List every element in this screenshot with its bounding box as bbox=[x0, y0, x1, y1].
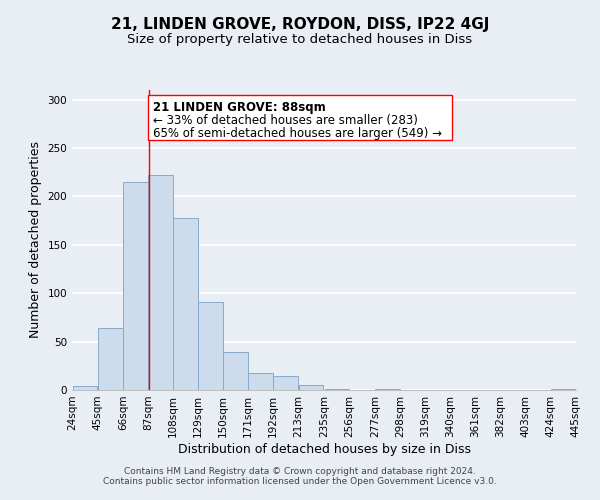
Y-axis label: Number of detached properties: Number of detached properties bbox=[29, 142, 42, 338]
Bar bbox=[274, 376, 298, 390]
FancyBboxPatch shape bbox=[148, 95, 452, 140]
Bar bbox=[375, 389, 400, 390]
Bar bbox=[173, 218, 198, 390]
Text: 21, LINDEN GROVE, ROYDON, DISS, IP22 4GJ: 21, LINDEN GROVE, ROYDON, DISS, IP22 4GJ bbox=[111, 18, 489, 32]
Bar bbox=[148, 175, 173, 390]
X-axis label: Distribution of detached houses by size in Diss: Distribution of detached houses by size … bbox=[178, 442, 470, 456]
Text: 21 LINDEN GROVE: 88sqm: 21 LINDEN GROVE: 88sqm bbox=[152, 100, 325, 114]
Bar bbox=[299, 385, 323, 390]
Bar bbox=[198, 302, 223, 390]
Bar bbox=[98, 328, 122, 390]
Text: 65% of semi-detached houses are larger (549) →: 65% of semi-detached houses are larger (… bbox=[152, 127, 442, 140]
Bar bbox=[551, 389, 575, 390]
Bar bbox=[223, 352, 248, 390]
Bar bbox=[123, 182, 148, 390]
Text: Contains public sector information licensed under the Open Government Licence v3: Contains public sector information licen… bbox=[103, 477, 497, 486]
Text: Size of property relative to detached houses in Diss: Size of property relative to detached ho… bbox=[127, 32, 473, 46]
Text: Contains HM Land Registry data © Crown copyright and database right 2024.: Contains HM Land Registry data © Crown c… bbox=[124, 467, 476, 476]
Bar bbox=[73, 386, 97, 390]
Bar bbox=[325, 389, 349, 390]
Text: ← 33% of detached houses are smaller (283): ← 33% of detached houses are smaller (28… bbox=[152, 114, 418, 127]
Bar bbox=[248, 372, 273, 390]
